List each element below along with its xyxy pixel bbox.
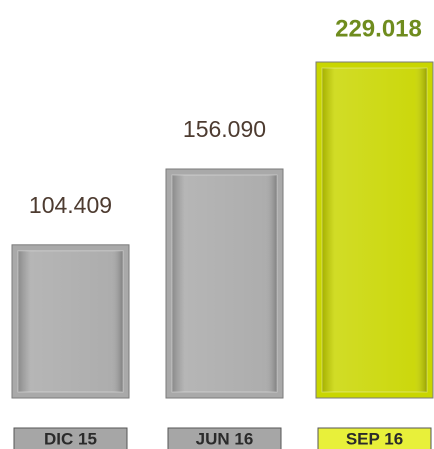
bar-bevel: [321, 67, 428, 393]
category-box: [167, 427, 282, 449]
category-label: DIC 15: [44, 429, 97, 448]
category-label: SEP 16: [346, 429, 403, 448]
category-label: JUN 16: [196, 429, 254, 448]
bar-bevel: [17, 250, 124, 393]
category-box: [317, 427, 432, 449]
category-box: [13, 427, 128, 449]
value-label: 229.018: [335, 15, 422, 42]
value-label: 156.090: [183, 116, 266, 142]
value-label: 104.409: [29, 192, 112, 218]
bar-bevel: [171, 174, 278, 393]
